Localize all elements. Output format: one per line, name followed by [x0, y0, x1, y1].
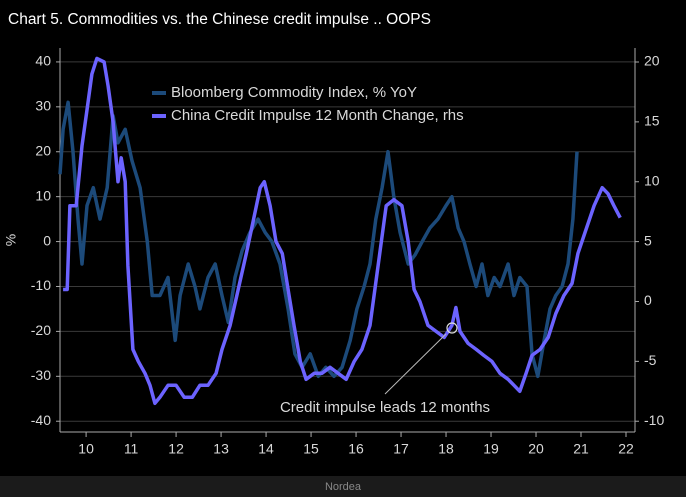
y-tick-label: 0	[43, 232, 51, 248]
x-tick-label: 13	[213, 441, 229, 457]
x-tick-label: 11	[124, 441, 139, 457]
y-tick-label: 10	[35, 187, 51, 203]
plot-area: -40 -30 -20 -10 0 10 20 30 40 -10 -5 0 5 10 15 20 10 11 12…	[31, 48, 664, 457]
y-tick-label: 20	[35, 142, 51, 158]
y-tick-label: -10	[31, 277, 51, 293]
legend-label: China Credit Impulse 12 Month Change, rh…	[171, 107, 464, 124]
y-tick-label: -20	[31, 322, 51, 338]
x-tick-label: 14	[258, 441, 274, 457]
y2-tick-label: 5	[644, 232, 652, 248]
y-axis-label: %	[3, 234, 19, 246]
y-tick-label: 40	[35, 53, 51, 69]
source: Nordea	[325, 481, 362, 493]
y2-tick-label: 15	[644, 113, 660, 129]
y2-tick-label: 20	[644, 53, 660, 69]
x-tick-label: 10	[78, 441, 94, 457]
x-tick-label: 17	[393, 441, 409, 457]
y2-tick-label: 0	[644, 292, 652, 308]
footer-bar	[0, 476, 686, 497]
annotation: Credit impulse leads 12 months	[280, 399, 490, 416]
x-tick-label: 12	[168, 441, 184, 457]
x-tick-label: 15	[303, 441, 319, 457]
x-tick-label: 18	[438, 441, 454, 457]
y-tick-label: 30	[35, 98, 51, 114]
chart-title: Chart 5. Commodities vs. the Chinese cre…	[8, 11, 431, 28]
y2-tick-label: 10	[644, 172, 660, 188]
x-tick-label: 20	[528, 441, 544, 457]
legend-label: Bloomberg Commodity Index, % YoY	[171, 84, 417, 101]
y-tick-label: -40	[31, 412, 51, 428]
annotation-marker	[446, 322, 458, 334]
y2-tick-label: -10	[644, 412, 664, 428]
y2-tick-label: -5	[644, 352, 657, 368]
x-tick-label: 16	[348, 441, 364, 457]
x-tick-label: 21	[573, 441, 589, 457]
x-tick-label: 22	[618, 441, 634, 457]
y-tick-label: -30	[31, 367, 51, 383]
annotation-arrow	[384, 333, 447, 395]
series-line	[63, 56, 622, 406]
x-tick-label: 19	[483, 441, 499, 457]
